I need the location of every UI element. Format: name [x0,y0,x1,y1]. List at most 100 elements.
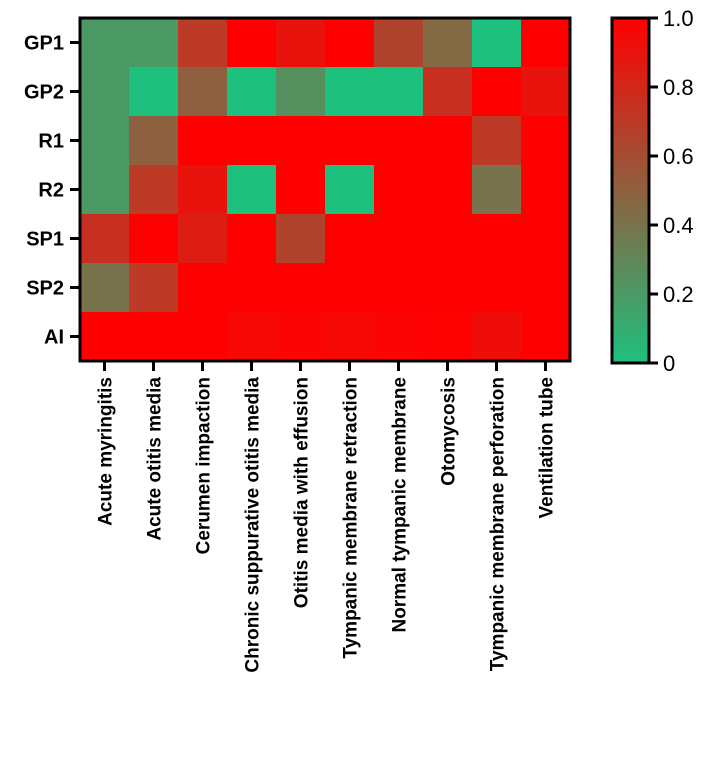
heatmap-cell [374,67,424,117]
heatmap-cell [472,67,522,117]
heatmap-cell [227,214,277,264]
heatmap-cell [276,116,326,166]
heatmap-cell [80,263,130,313]
heatmap-cell [178,116,228,166]
heatmap-cell [325,312,375,362]
heatmap-cell [521,312,571,362]
colorbar-ticks: 0 0.2 0.4 0.6 0.8 1.0 [649,6,694,376]
heatmap-cell [374,165,424,215]
heatmap-cell [276,18,326,68]
heatmap-cell [521,263,571,313]
heatmap-cell [423,214,473,264]
heatmap-cell [276,312,326,362]
column-label: Cerumen impaction [194,377,215,554]
heatmap-cell [374,312,424,362]
row-label: GP1 [24,33,64,55]
heatmap-cell [227,263,277,313]
row-label: AI [44,327,64,349]
heatmap-cell [472,214,522,264]
heatmap-cell [129,263,179,313]
heatmap-cell [227,165,277,215]
heatmap-cell [423,67,473,117]
heatmap-cell [178,18,228,68]
heatmap-cell [80,67,130,117]
heatmap-cell [423,116,473,166]
heatmap-cell [178,214,228,264]
heatmap-cell [374,263,424,313]
column-labels: Acute myringitis Acute otitis media Cerume… [96,361,558,673]
heatmap-cell [521,116,571,166]
heatmap-cell [472,312,522,362]
heatmap-cell [472,165,522,215]
heatmap-cell [129,18,179,68]
plot-frame [78,16,572,363]
heatmap-cell [521,165,571,215]
heatmap-cell [423,18,473,68]
column-label: Normal tympanic membrane [390,377,411,633]
column-label: Acute myringitis [96,377,117,526]
column-label: Otomycosis [439,377,460,486]
heatmap-cell [178,312,228,362]
row-label: SP1 [26,229,64,251]
column-label: Ventilation tube [537,377,558,518]
colorbar-tick-label: 1.0 [663,6,694,31]
heatmap-cell [129,312,179,362]
row-labels: GP1 GP2 R1 R2 SP1 SP2 AI [24,33,80,349]
heatmap-cell [276,263,326,313]
heatmap-cell [521,18,571,68]
heatmap-cell [227,67,277,117]
heatmap-cell [276,165,326,215]
heatmap-cell [374,18,424,68]
colorbar: 0 0.2 0.4 0.6 0.8 1.0 [610,6,694,376]
heatmap-cell [129,67,179,117]
heatmap-cell [80,116,130,166]
heatmap-cell [423,263,473,313]
heatmap-cell [374,116,424,166]
heatmap-cell [325,67,375,117]
heatmap-cell [80,18,130,68]
column-label: Otitis media with effusion [292,377,313,608]
column-label: Acute otitis media [145,377,166,541]
heatmap-cell [325,263,375,313]
heatmap-cell [472,18,522,68]
heatmap-cell [227,18,277,68]
colorbar-gradient [610,16,651,365]
row-label: SP2 [26,278,64,300]
row-label: R1 [38,131,64,153]
heatmap-cell [325,18,375,68]
column-label: Chronic suppurative otitis media [243,377,264,673]
column-label: Tympanic membrane perforation [488,377,509,671]
heatmap-cell [178,67,228,117]
heatmap-cells [80,18,571,362]
heatmap-cell [227,312,277,362]
heatmap-cell [276,67,326,117]
heatmap-cell [521,67,571,117]
heatmap-cell [227,116,277,166]
heatmap-cell [129,116,179,166]
heatmap-cell [80,214,130,264]
heatmap-cell [276,214,326,264]
heatmap-cell [129,165,179,215]
heatmap-cell [374,214,424,264]
heatmap-cell [129,214,179,264]
colorbar-tick-label: 0.6 [663,144,694,169]
colorbar-tick-label: 0 [663,351,675,376]
heatmap-cell [325,116,375,166]
row-label: GP2 [24,82,64,104]
colorbar-tick-label: 0.8 [663,75,694,100]
heatmap-cell [325,165,375,215]
heatmap-cell [423,312,473,362]
heatmap-cell [472,263,522,313]
colorbar-tick-label: 0.2 [663,282,694,307]
colorbar-tick-label: 0.4 [663,213,694,238]
heatmap-cell [80,312,130,362]
heatmap-cell [423,165,473,215]
heatmap-cell [521,214,571,264]
row-label: R2 [38,180,64,202]
heatmap-cell [472,116,522,166]
heatmap-cell [178,165,228,215]
heatmap-cell [80,165,130,215]
column-label: Tympanic membrane retraction [341,377,362,659]
heatmap-cell [325,214,375,264]
